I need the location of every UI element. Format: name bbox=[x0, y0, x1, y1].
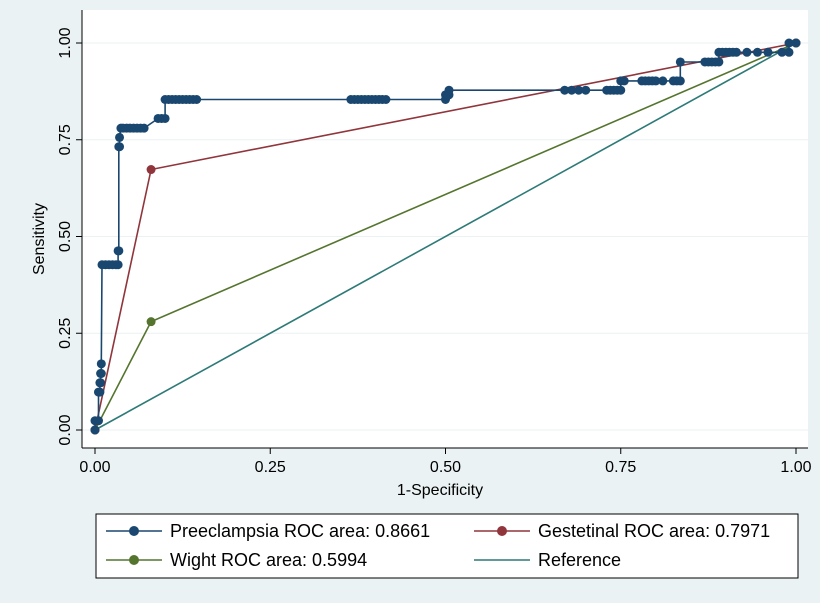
series-0-point bbox=[675, 57, 685, 67]
series-0-point bbox=[784, 38, 794, 48]
legend-item: Reference bbox=[474, 550, 621, 570]
series-0-point bbox=[619, 76, 629, 86]
series-0-point bbox=[791, 38, 801, 48]
x-tick-label: 0.75 bbox=[605, 459, 636, 476]
series-0-point bbox=[581, 85, 591, 95]
series-3-line bbox=[94, 42, 797, 431]
series-0 bbox=[90, 38, 801, 435]
series-0-point bbox=[444, 85, 454, 95]
series-0-point bbox=[784, 47, 794, 57]
series-0-point bbox=[763, 47, 773, 57]
x-tick-label: 0.00 bbox=[79, 459, 110, 476]
series-2-point bbox=[146, 317, 156, 327]
y-tick-label: 0.50 bbox=[57, 221, 74, 252]
series-0-point bbox=[731, 47, 741, 57]
series-0-point bbox=[560, 85, 570, 95]
series-0-point bbox=[675, 76, 685, 86]
series-0-point bbox=[651, 76, 661, 86]
legend-swatch-marker bbox=[129, 526, 139, 536]
legend-label: Preeclampsia ROC area: 0.8661 bbox=[170, 521, 430, 541]
series-0-point bbox=[90, 425, 100, 435]
series-0-point bbox=[616, 85, 626, 95]
series-0-point bbox=[113, 260, 123, 270]
series-0-point bbox=[115, 142, 125, 152]
legend-label: Reference bbox=[538, 550, 621, 570]
legend-box bbox=[95, 513, 799, 579]
series-0-point bbox=[160, 113, 170, 123]
legend-label: Gestetinal ROC area: 0.7971 bbox=[538, 521, 770, 541]
series-0-point bbox=[94, 416, 104, 426]
series-0-point bbox=[95, 387, 105, 397]
y-tick-label: 0.25 bbox=[57, 318, 74, 349]
legend-swatch-marker bbox=[129, 555, 139, 565]
series-3 bbox=[94, 42, 797, 431]
plot-background bbox=[82, 10, 808, 448]
y-tick-label: 0.75 bbox=[57, 124, 74, 155]
legend-item: Wight ROC area: 0.5994 bbox=[106, 550, 367, 570]
series-0-point bbox=[114, 246, 124, 256]
series-0-point bbox=[714, 57, 724, 67]
legend-label: Wight ROC area: 0.5994 bbox=[170, 550, 367, 570]
axes: 0.00 0.25 0.50 0.75 1.00 0.00 0.25 0.50 0.75 1.00 bbox=[57, 10, 812, 476]
legend-item: Gestetinal ROC area: 0.7971 bbox=[474, 521, 770, 541]
series-0-point bbox=[115, 132, 125, 142]
legend-item: Preeclampsia ROC area: 0.8661 bbox=[106, 521, 430, 541]
plot-area bbox=[82, 10, 808, 448]
series-0-point bbox=[658, 76, 668, 86]
series-0-point bbox=[96, 368, 106, 378]
series-0-point bbox=[192, 95, 202, 105]
x-axis-title: 1-Specificity bbox=[397, 482, 483, 499]
y-axis-title: Sensitivity bbox=[31, 203, 48, 275]
series-0-point bbox=[777, 47, 787, 57]
x-tick-label: 1.00 bbox=[780, 459, 811, 476]
x-tick-label: 0.25 bbox=[255, 459, 286, 476]
x-tick-label: 0.50 bbox=[430, 459, 461, 476]
series-0-point bbox=[742, 47, 752, 57]
legend-swatch-marker bbox=[497, 526, 507, 536]
series-0-point bbox=[567, 85, 577, 95]
series-0-point bbox=[96, 359, 106, 369]
series-0-point bbox=[381, 95, 391, 105]
legend: Preeclampsia ROC area: 0.8661 Gestetinal … bbox=[95, 513, 799, 579]
y-tick-label: 1.00 bbox=[57, 27, 74, 58]
series-0-point bbox=[752, 47, 762, 57]
series-1-point bbox=[146, 165, 156, 175]
series-0-point bbox=[96, 378, 106, 388]
y-tick-label: 0.00 bbox=[57, 414, 74, 445]
series-layer bbox=[90, 38, 801, 435]
series-0-point bbox=[574, 85, 584, 95]
series-0-point bbox=[139, 123, 149, 133]
